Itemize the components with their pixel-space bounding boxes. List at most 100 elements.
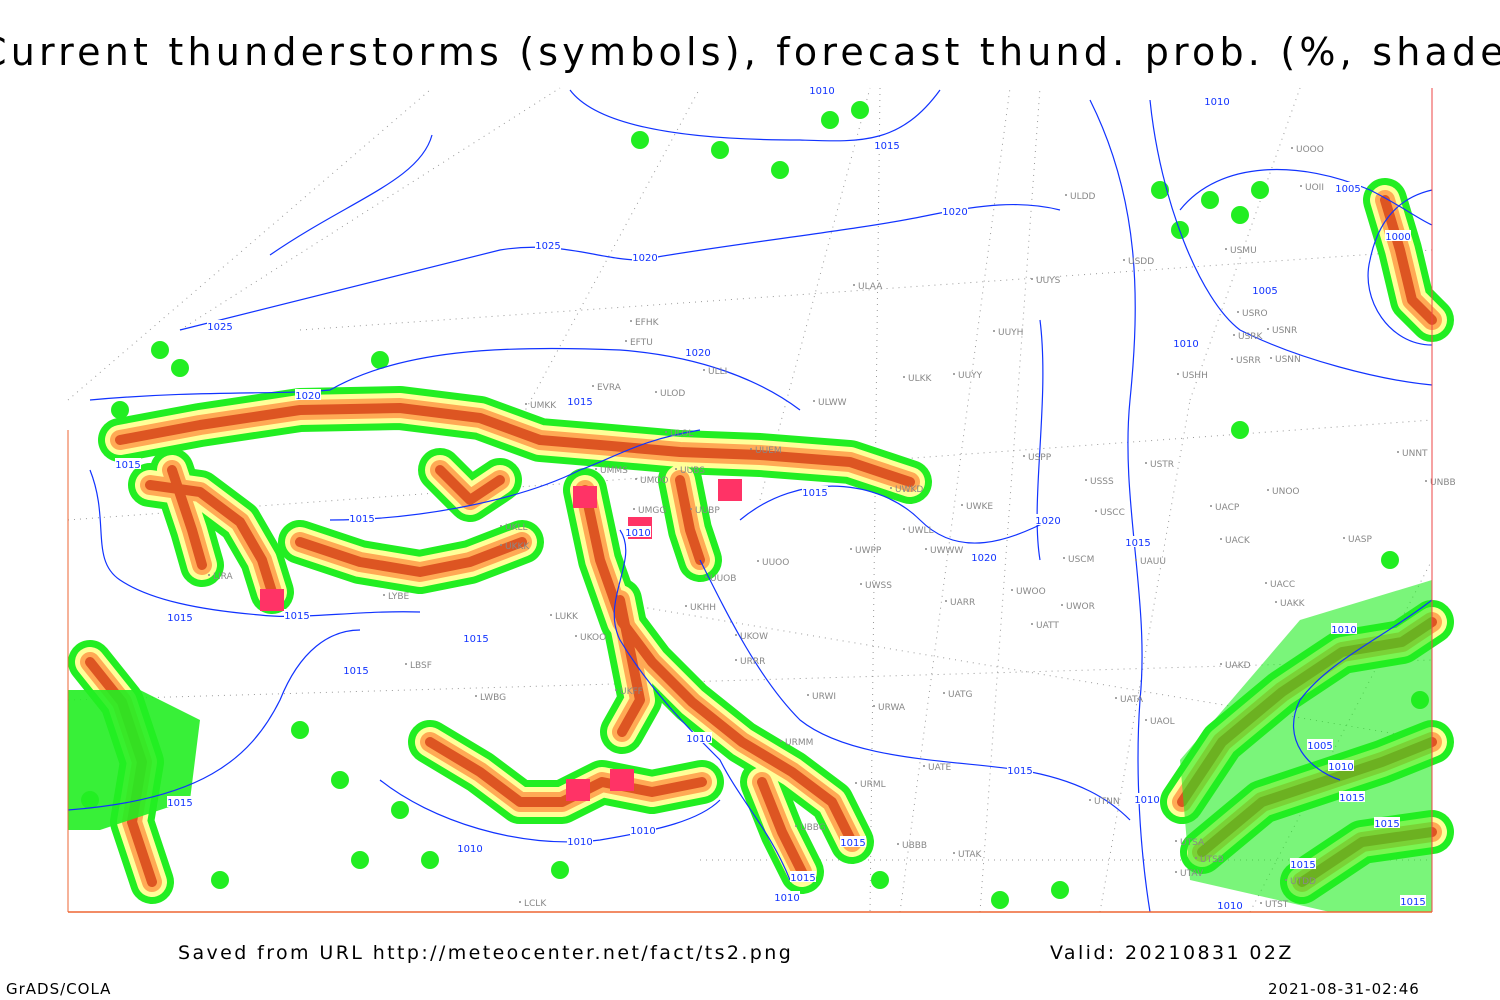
station-label: LBSF <box>410 661 432 671</box>
station-dot <box>1265 582 1267 584</box>
isobar-label: 1000 <box>1385 232 1410 243</box>
probability-cell <box>871 871 889 889</box>
station-dot <box>1175 840 1177 842</box>
probability-cell <box>551 861 569 879</box>
station-label: URML <box>860 780 886 790</box>
station-label: UWKD <box>895 485 923 495</box>
station-dot <box>1115 697 1117 699</box>
probability-band <box>435 465 505 505</box>
isobar-label: 1015 <box>840 838 865 849</box>
station-dot <box>853 284 855 286</box>
station-dot <box>1123 259 1125 261</box>
station-dot <box>993 330 995 332</box>
station-label: ULAA <box>858 282 883 292</box>
software-label: GrADS/COLA <box>6 980 112 998</box>
station-label: USMU <box>1230 246 1257 256</box>
station-label: URWI <box>812 692 836 702</box>
isobar-label-bg <box>630 824 656 835</box>
station-label: UARR <box>950 598 975 608</box>
station-label: UTSA <box>1180 838 1205 848</box>
probability-band <box>615 595 645 737</box>
station-dot <box>897 843 899 845</box>
isobar-label: 1025 <box>207 322 232 333</box>
station-label: USSS <box>1090 477 1114 487</box>
isobar-line <box>1179 169 1433 226</box>
isobar-label-bg <box>685 346 711 357</box>
station-dot <box>1220 538 1222 540</box>
isobar-line <box>89 469 421 617</box>
station-dot <box>1095 510 1097 512</box>
isobar-label-bg <box>1374 817 1400 828</box>
source-url: Saved from URL http://meteocenter.net/fa… <box>178 942 794 964</box>
station-dot <box>1270 357 1272 359</box>
probability-cell <box>1251 181 1269 199</box>
station-label: UNBB <box>1430 478 1456 488</box>
isobar-label-bg <box>115 458 141 469</box>
station-dot <box>1145 719 1147 721</box>
station-dot <box>860 583 862 585</box>
station-dot <box>1260 902 1262 904</box>
station-dot <box>1300 185 1302 187</box>
isobar-label-bg <box>284 609 310 620</box>
station-dot <box>1195 857 1197 859</box>
station-label: UAOL <box>1150 717 1175 727</box>
isobar-label-bg <box>1007 764 1033 775</box>
station-dot <box>592 385 594 387</box>
isobar-label: 1010 <box>686 734 711 745</box>
probability-cell <box>391 801 409 819</box>
station-dot <box>1145 462 1147 464</box>
station-dot <box>1275 601 1277 603</box>
isobar-label-bg <box>167 796 193 807</box>
station-dot <box>1237 311 1239 313</box>
probability-cell <box>1381 551 1399 569</box>
isobar-label: 1010 <box>1217 901 1242 912</box>
station-label: UOOO <box>1296 145 1324 155</box>
isobar-label-bg <box>625 526 651 537</box>
probability-area <box>1180 580 1432 912</box>
probability-cell <box>631 131 649 149</box>
probability-band <box>167 465 207 570</box>
probability-cell <box>1201 191 1219 209</box>
probability-cell <box>211 871 229 889</box>
station-dot <box>575 635 577 637</box>
isobar-line <box>1293 599 1433 781</box>
station-label: UACK <box>1225 536 1251 546</box>
probability-band <box>675 475 705 565</box>
station-dot <box>630 320 632 322</box>
isobar-label: 1010 <box>1204 97 1229 108</box>
station-label: UMMS <box>600 466 628 476</box>
station-dot <box>1085 479 1087 481</box>
station-dot <box>1425 480 1427 482</box>
station-label: USRR <box>1236 356 1261 366</box>
isobar-label-bg <box>790 871 816 882</box>
station-label: USRK <box>1238 332 1264 342</box>
isobar-label: 1020 <box>942 207 967 218</box>
isobar-label-bg <box>1217 899 1243 910</box>
graticule-line <box>1189 87 1301 401</box>
station-label: UTAV <box>1180 869 1204 879</box>
isobar-label-bg <box>632 251 658 262</box>
probability-band <box>580 485 857 847</box>
probability-cell <box>291 721 309 739</box>
station-label: UWOO <box>1016 587 1046 597</box>
isobar-label: 1015 <box>284 611 309 622</box>
isobar-label: 1015 <box>802 488 827 499</box>
probability-area <box>68 690 200 830</box>
station-dot <box>1233 334 1235 336</box>
isobar-label: 1010 <box>1328 762 1353 773</box>
isobar-label: 1015 <box>790 873 815 884</box>
station-dot <box>383 594 385 596</box>
station-label: UWKE <box>966 502 993 512</box>
station-dot <box>525 403 527 405</box>
station-dot <box>735 634 737 636</box>
station-dot <box>685 605 687 607</box>
isobar-label: 1015 <box>1374 819 1399 830</box>
station-label: UKOW <box>740 632 768 642</box>
station-dot <box>635 478 637 480</box>
station-dot <box>1225 248 1227 250</box>
isobar-label-bg <box>1290 858 1316 869</box>
isobar-label: 1010 <box>625 528 650 539</box>
probability-band <box>757 777 807 877</box>
station-label: UAKD <box>1225 661 1251 671</box>
station-label: UOII <box>1305 183 1324 193</box>
